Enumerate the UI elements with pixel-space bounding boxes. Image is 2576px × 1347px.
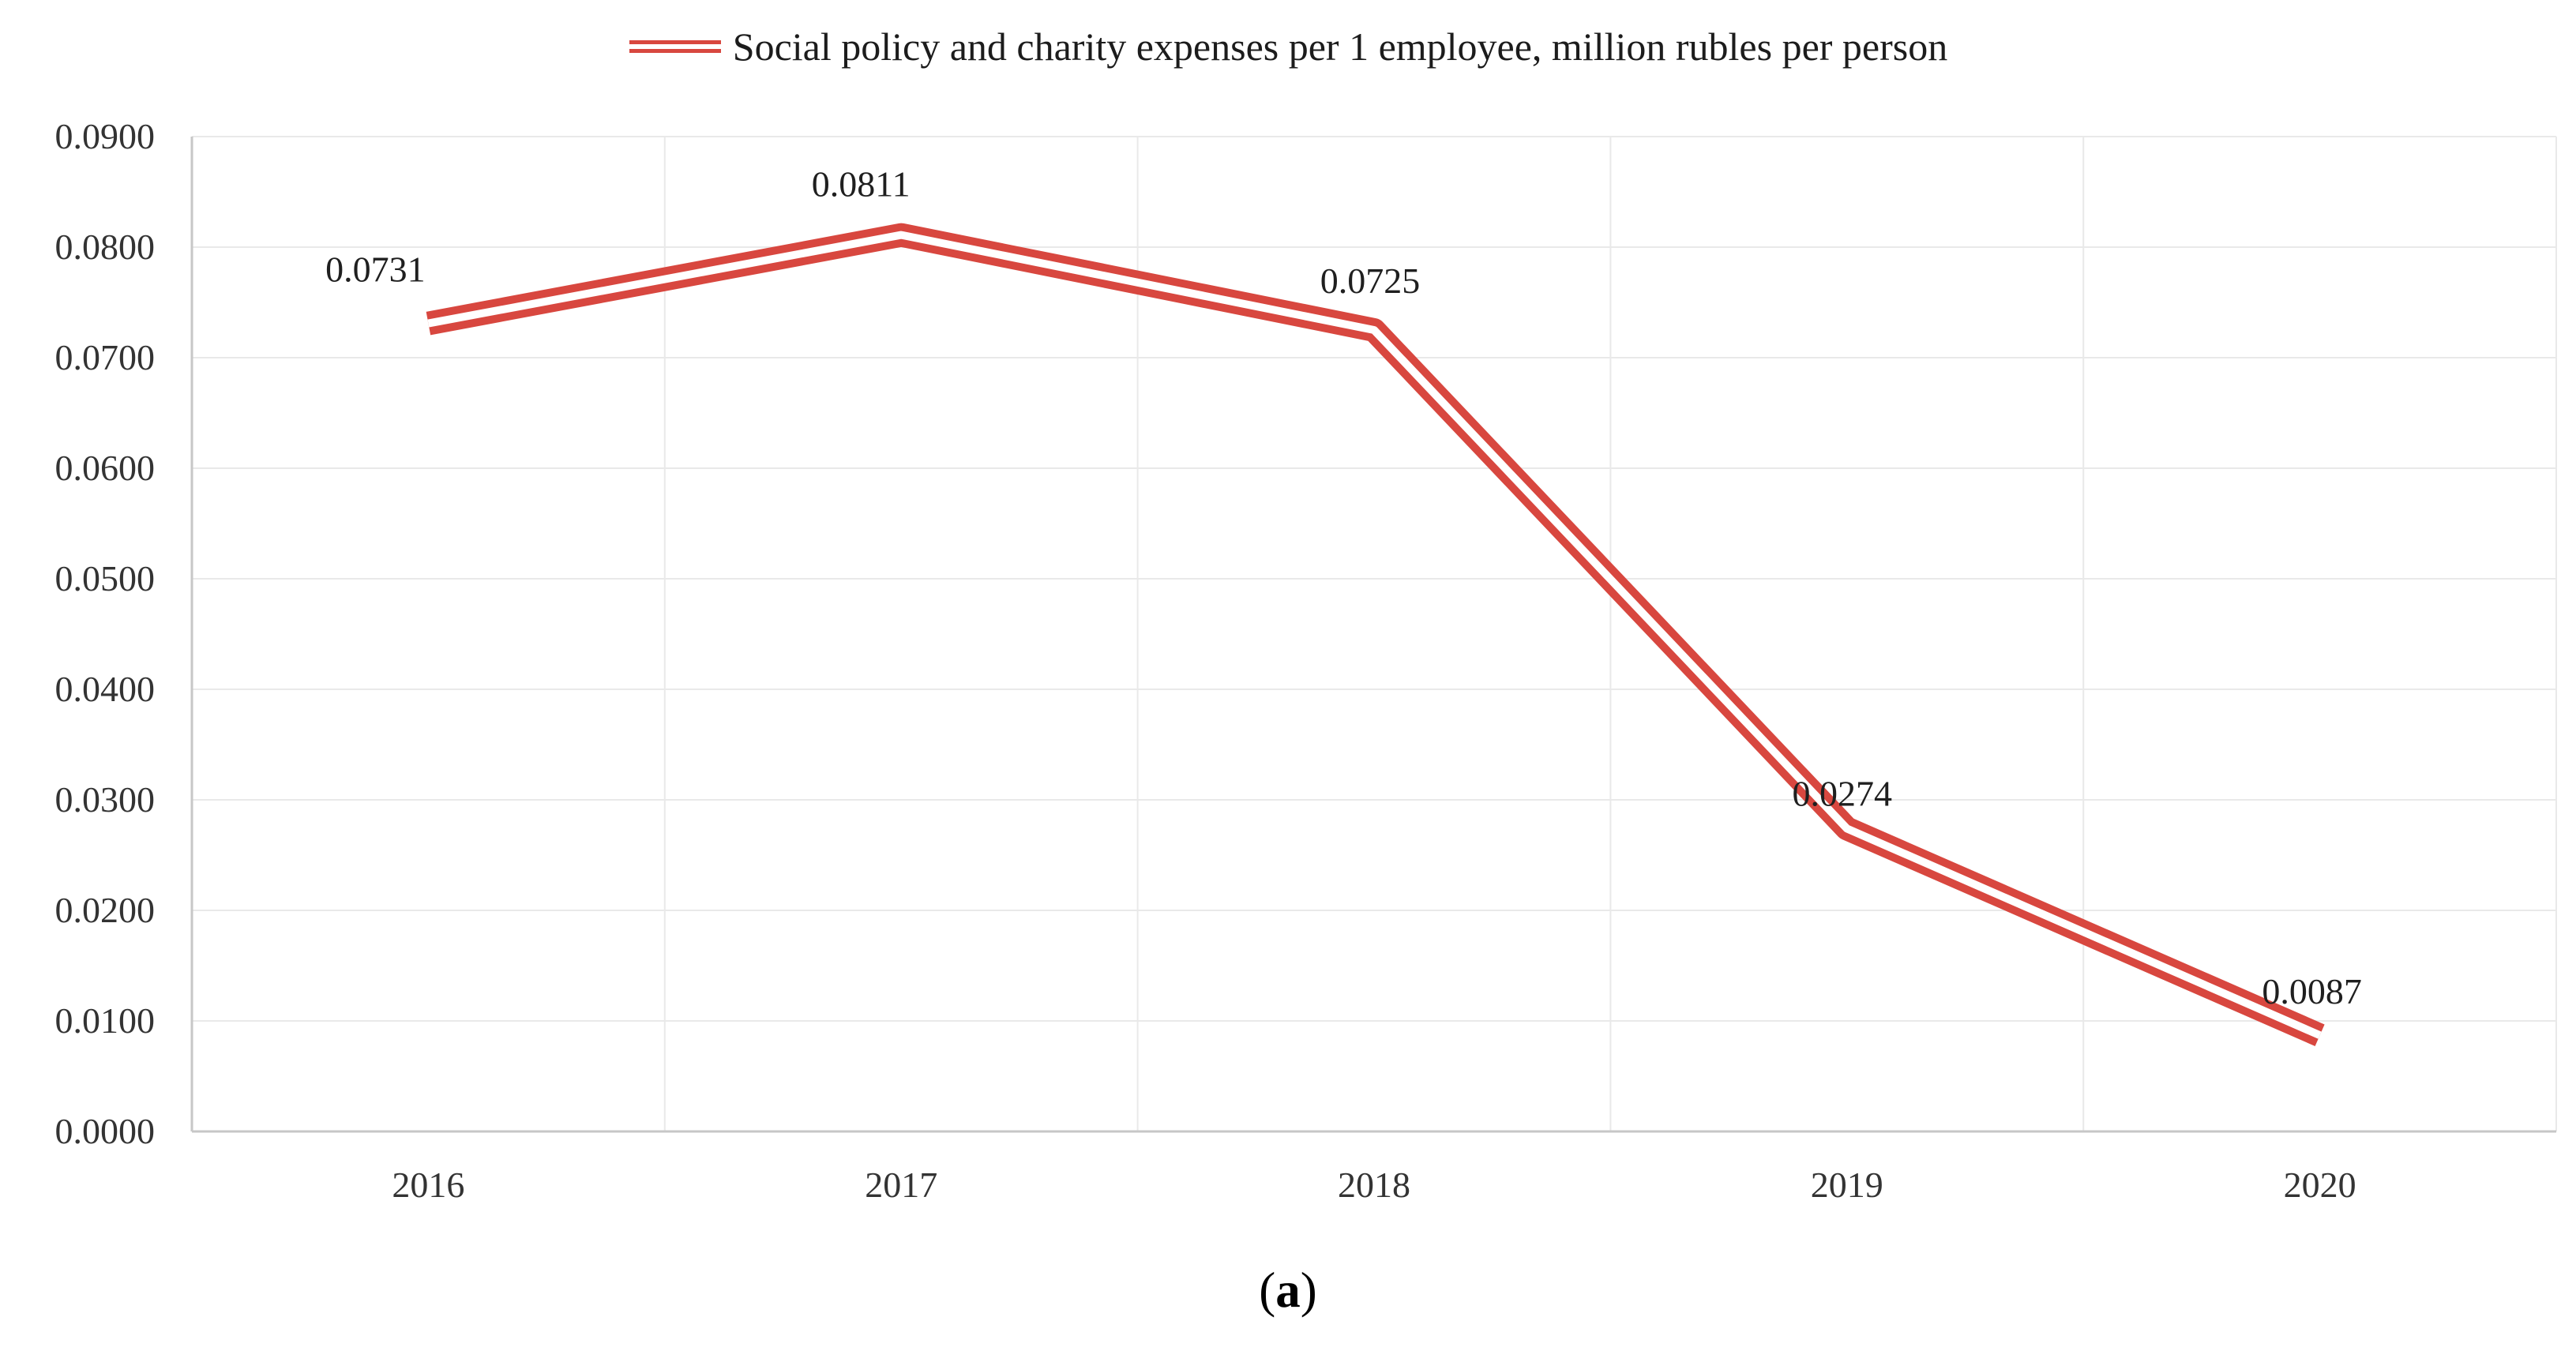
y-tick-label: 0.0500 xyxy=(55,558,156,598)
data-label: 0.0274 xyxy=(1793,773,1893,813)
data-label: 0.0731 xyxy=(325,250,426,290)
y-tick-label: 0.0700 xyxy=(55,337,156,377)
y-tick-label: 0.0000 xyxy=(55,1111,156,1151)
chart-legend: Social policy and charity expenses per 1… xyxy=(0,21,2576,73)
y-tick-label: 0.0800 xyxy=(55,227,156,267)
x-axis-tick-labels: 2016 2017 2018 2019 2020 xyxy=(392,1165,2356,1205)
x-tick-label: 2016 xyxy=(392,1165,464,1205)
x-tick-label: 2020 xyxy=(2284,1165,2356,1205)
double-red-line-icon xyxy=(629,40,721,53)
y-tick-label: 0.0200 xyxy=(55,890,156,930)
axes xyxy=(190,137,2556,1133)
data-label: 0.0725 xyxy=(1320,261,1421,301)
x-tick-label: 2017 xyxy=(865,1165,937,1205)
y-tick-label: 0.0100 xyxy=(55,1000,156,1041)
figure-caption: (a) xyxy=(0,1262,2576,1319)
caption-open-paren: ( xyxy=(1259,1263,1276,1318)
y-tick-label: 0.0900 xyxy=(55,116,156,156)
data-label: 0.0087 xyxy=(2262,971,2362,1011)
y-tick-label: 0.0300 xyxy=(55,779,156,820)
gridlines xyxy=(192,136,2557,1131)
x-tick-label: 2019 xyxy=(1811,1165,1883,1205)
y-axis-tick-labels: 0.0900 0.0800 0.0700 0.0600 0.0500 0.040… xyxy=(55,116,156,1151)
x-tick-label: 2018 xyxy=(1338,1165,1410,1205)
y-tick-label: 0.0400 xyxy=(55,669,156,709)
caption-close-paren: ) xyxy=(1300,1263,1317,1318)
caption-letter: a xyxy=(1275,1263,1301,1318)
data-point-labels: 0.0731 0.0811 0.0725 0.0274 0.0087 xyxy=(325,164,2362,1012)
legend-label: Social policy and charity expenses per 1… xyxy=(732,24,1948,69)
data-series-line-white-core xyxy=(427,231,2322,1039)
data-label: 0.0811 xyxy=(812,164,911,204)
y-tick-label: 0.0600 xyxy=(55,448,156,488)
